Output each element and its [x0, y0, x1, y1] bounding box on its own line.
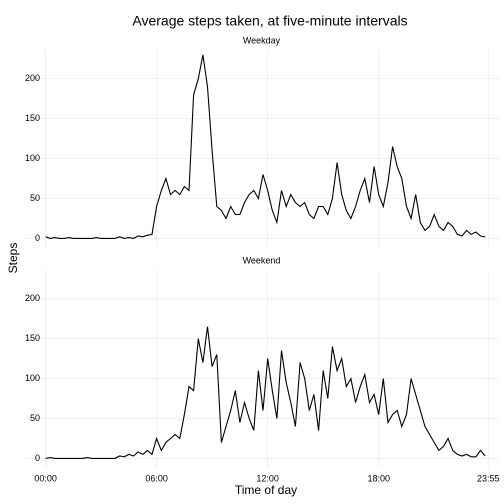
facet-label: Weekend [243, 255, 281, 265]
x-tick-label: 06:00 [145, 473, 168, 483]
y-tick-label: 0 [35, 453, 40, 463]
facet-label: Weekday [243, 35, 281, 45]
y-tick-label: 100 [25, 153, 40, 163]
x-tick-label: 00:00 [34, 473, 57, 483]
y-tick-label: 150 [25, 333, 40, 343]
y-tick-label: 100 [25, 373, 40, 383]
chart-title: Average steps taken, at five-minute inte… [132, 13, 407, 29]
data-line [45, 326, 486, 459]
y-tick-label: 200 [25, 73, 40, 83]
y-tick-label: 150 [25, 113, 40, 123]
data-line [45, 54, 486, 239]
x-tick-label: 23:55 [477, 473, 500, 483]
y-tick-label: 0 [35, 233, 40, 243]
x-axis-label: Time of day [235, 483, 297, 497]
y-tick-label: 50 [30, 413, 40, 423]
x-tick-label: 12:00 [256, 473, 279, 483]
y-tick-label: 50 [30, 193, 40, 203]
x-tick-label: 18:00 [367, 473, 390, 483]
y-axis-label: Steps [6, 243, 20, 274]
y-tick-label: 200 [25, 293, 40, 303]
